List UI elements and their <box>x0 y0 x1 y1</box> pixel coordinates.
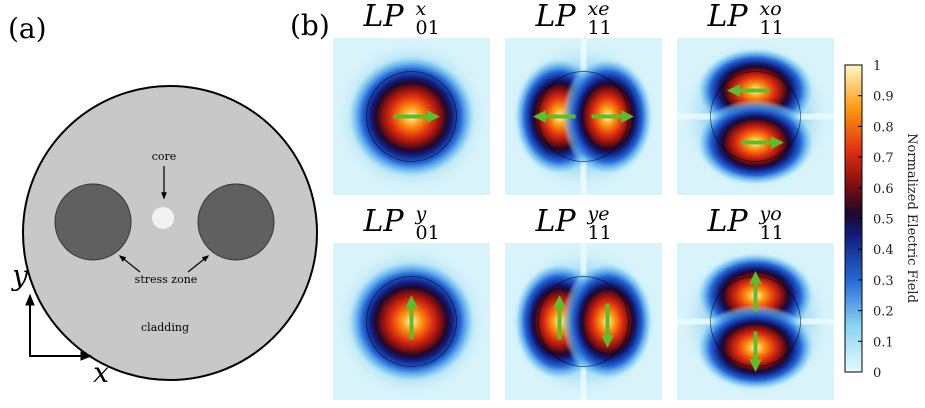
colorbar-tick-label: 1 <box>873 59 881 74</box>
x-axis-label: x <box>93 356 109 389</box>
colorbar-ticks: 0 0.1 0.2 0.3 0.4 0.5 0.6 0.7 0.8 0.9 1 <box>858 59 894 381</box>
colorbar-tick-label: 0.7 <box>873 151 894 166</box>
mode-title-sub: 01 <box>416 17 440 39</box>
mode-title-sub: 11 <box>760 17 784 39</box>
colorbar-tick-label: 0.9 <box>873 90 894 105</box>
y-axis-label: y <box>10 259 29 292</box>
colorbar-tick-label: 0.5 <box>873 213 894 228</box>
stress-zone-label: stress zone <box>135 273 198 286</box>
stress-zone-left <box>55 184 131 260</box>
colorbar-tick-label: 0.3 <box>873 274 894 289</box>
mode-title-base: LP <box>535 204 577 239</box>
colorbar-tick-label: 0.8 <box>873 120 894 135</box>
mode-title-sub: 01 <box>416 222 440 244</box>
mode-title-base: LP <box>707 204 749 239</box>
panel-label: (a) <box>8 12 47 45</box>
colorbar-tick-label: 0 <box>873 366 881 381</box>
colorbar-tick-label: 0.2 <box>873 305 894 320</box>
mode-title-sub: 11 <box>588 17 612 39</box>
cladding-label: cladding <box>141 321 189 334</box>
mode-title-sub: 11 <box>760 222 784 244</box>
stress-zone-right <box>198 184 274 260</box>
colorbar-tick-label: 0.4 <box>873 243 894 258</box>
mode-title-base: LP <box>707 0 749 34</box>
core-circle <box>152 207 174 229</box>
core-label: core <box>152 150 177 163</box>
colorbar-tick-label: 0.6 <box>873 182 894 197</box>
panel-label: (b) <box>290 9 330 42</box>
mode-title-base: LP <box>363 204 405 239</box>
figure: (a) core stress zone cladding y x (b) LP… <box>0 0 925 408</box>
mode-title-base: LP <box>363 0 405 34</box>
colorbar-label: Normalized Electric Field <box>904 133 919 303</box>
mode-title-sub: 11 <box>588 222 612 244</box>
mode-title-base: LP <box>535 0 577 34</box>
colorbar-tick-label: 0.1 <box>873 335 894 350</box>
